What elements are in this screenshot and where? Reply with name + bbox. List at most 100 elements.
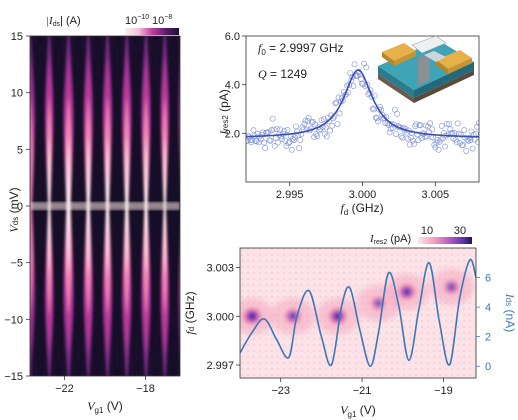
heatmap-left-diamonds bbox=[30, 36, 180, 376]
data-point bbox=[267, 137, 274, 144]
colorbar-right-tick-low: 10 bbox=[421, 225, 433, 237]
data-point bbox=[336, 110, 343, 117]
data-point bbox=[374, 118, 381, 125]
frequency-map-x-axis-label: Vg1 (V) bbox=[340, 403, 376, 419]
data-point bbox=[296, 145, 303, 152]
data-point bbox=[388, 120, 395, 127]
data-point bbox=[250, 127, 257, 134]
data-point bbox=[424, 123, 431, 130]
data-point bbox=[323, 133, 330, 140]
data-point bbox=[351, 61, 358, 68]
data-point bbox=[360, 81, 366, 88]
resonance-fit-line bbox=[246, 69, 479, 138]
x-tick-label: 2.995 bbox=[276, 189, 304, 201]
frequency-map-y-axis: 3.003 3.000 2.997 bbox=[206, 263, 240, 372]
resonance-x-axis-label: fd (GHz) bbox=[340, 201, 383, 217]
ids-trace-line bbox=[240, 258, 476, 368]
y-tick-label: 4.0 bbox=[225, 80, 240, 92]
data-point bbox=[327, 127, 334, 134]
data-point bbox=[411, 141, 418, 147]
data-point bbox=[386, 129, 393, 136]
x-tick-label: −22 bbox=[55, 383, 74, 395]
data-point bbox=[305, 114, 312, 121]
data-point bbox=[445, 131, 452, 138]
data-point bbox=[398, 133, 405, 140]
data-point bbox=[467, 137, 474, 144]
data-point bbox=[297, 137, 304, 144]
data-point bbox=[303, 126, 310, 133]
frequency-map-hotspots bbox=[240, 269, 474, 335]
data-point bbox=[284, 127, 291, 133]
data-point bbox=[393, 131, 399, 138]
annotation-q: Q = 1249 bbox=[258, 67, 307, 81]
resonance-panel: f0 = 2.9997 GHz Q = 1249 2.0 4.0 6.0 2.995… bbox=[217, 31, 480, 217]
data-point bbox=[427, 120, 434, 127]
x-tick-label: 3.000 bbox=[349, 189, 377, 201]
resonance-x-axis: 2.995 3.000 3.005 bbox=[276, 182, 449, 201]
x-tick-label: 3.005 bbox=[422, 189, 450, 201]
y-tick-label: 0 bbox=[17, 201, 23, 213]
hotspot bbox=[325, 304, 350, 328]
x-tick-label: −19 bbox=[434, 385, 453, 397]
data-point bbox=[270, 126, 277, 133]
data-point bbox=[265, 129, 272, 136]
right-tick-label: 6 bbox=[485, 273, 491, 285]
data-point bbox=[269, 115, 276, 122]
data-point bbox=[461, 127, 468, 134]
data-point bbox=[453, 139, 460, 146]
y-tick-label: 15 bbox=[11, 31, 23, 43]
data-point bbox=[273, 126, 280, 132]
data-point bbox=[357, 76, 364, 83]
data-point bbox=[438, 123, 445, 129]
data-point bbox=[406, 141, 413, 148]
data-point bbox=[407, 134, 414, 141]
data-point bbox=[394, 110, 401, 117]
data-point bbox=[262, 145, 269, 152]
data-point bbox=[281, 128, 288, 135]
data-point bbox=[434, 137, 441, 143]
data-point bbox=[311, 134, 318, 141]
y-tick-label: 3.000 bbox=[206, 311, 234, 323]
y-tick-label: 10 bbox=[11, 88, 23, 100]
data-point bbox=[382, 120, 389, 127]
data-point bbox=[329, 122, 336, 129]
y-tick-label: −5 bbox=[10, 258, 23, 270]
resonance-y-axis: 2.0 4.0 6.0 bbox=[225, 31, 246, 140]
frequency-map-y-axis-label: fd (GHz) bbox=[183, 291, 197, 334]
data-point bbox=[373, 115, 380, 122]
data-point bbox=[333, 99, 340, 106]
data-point bbox=[322, 124, 329, 131]
hotspot bbox=[281, 305, 305, 327]
y-tick-label: −15 bbox=[4, 371, 23, 383]
data-point bbox=[389, 125, 396, 131]
device-illustration bbox=[378, 35, 474, 103]
data-point bbox=[463, 147, 470, 154]
data-point bbox=[354, 72, 361, 79]
data-point bbox=[349, 74, 356, 80]
data-point bbox=[294, 128, 301, 135]
colorbar-right-tick-high: 30 bbox=[454, 225, 466, 237]
data-point bbox=[435, 146, 442, 153]
data-point bbox=[271, 143, 278, 149]
y-tick-label: 2.997 bbox=[206, 360, 234, 372]
data-point bbox=[315, 124, 322, 131]
data-point bbox=[433, 139, 440, 146]
hotspot bbox=[240, 304, 265, 328]
right-tick-label: 4 bbox=[485, 302, 491, 314]
right-tick-label: 0 bbox=[485, 361, 491, 373]
data-point bbox=[290, 137, 297, 144]
y-tick-label: 2.0 bbox=[225, 128, 240, 140]
data-point bbox=[334, 121, 341, 128]
data-point bbox=[363, 64, 370, 71]
data-point bbox=[332, 100, 339, 107]
colorbar-right: Ires2 (pA) 10 30 bbox=[369, 225, 472, 246]
data-point bbox=[285, 140, 292, 147]
x-tick-label: −18 bbox=[136, 383, 155, 395]
zero-bias-band bbox=[30, 202, 180, 210]
data-point bbox=[350, 83, 357, 89]
data-point bbox=[320, 116, 327, 123]
data-point bbox=[316, 127, 323, 134]
